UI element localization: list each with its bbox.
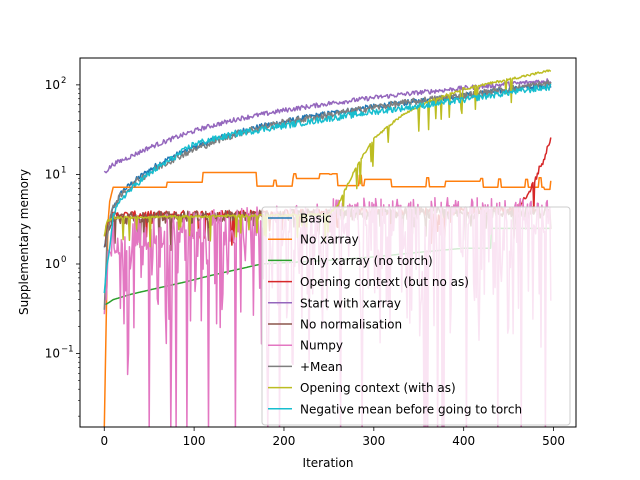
legend: Basic No xarray Only xarray (no torch) Open…	[261, 206, 571, 426]
axes-frame	[79, 57, 577, 428]
y-tick-exponent: 1	[61, 165, 66, 175]
x-tick-label: 400	[452, 434, 475, 448]
legend-entry-label: Only xarray (no torch)	[300, 254, 433, 268]
x-axis-label: Iteration	[303, 456, 354, 470]
y-tick-label: 10	[45, 78, 60, 92]
x-tick-label: 300	[362, 434, 385, 448]
y-tick-label: 10	[45, 347, 60, 361]
y-tick-label: 10	[45, 257, 60, 271]
y-tick-exponent: 2	[61, 76, 66, 86]
legend-entry-label: +Mean	[300, 360, 343, 374]
y-axis-label: Supplementary memory	[17, 169, 31, 315]
x-tick-label: 200	[273, 434, 296, 448]
series-line-2	[103, 171, 552, 427]
legend-entry-label: Numpy	[300, 339, 343, 353]
legend-box	[261, 206, 571, 426]
y-tick-exponent: −1	[61, 345, 74, 355]
y-tick-exponent: 0	[61, 255, 66, 265]
legend-entry-label: Opening context (with as)	[300, 381, 456, 395]
legend-entry-label: No xarray	[300, 233, 359, 247]
legend-entry-label: Basic	[300, 212, 332, 226]
legend-entry-label: Negative mean before going to torch	[300, 402, 522, 416]
legend-entry-label: Start with xarray	[300, 296, 401, 310]
x-tick-label: 500	[542, 434, 565, 448]
y-tick-label: 10	[45, 167, 60, 181]
x-tick-label: 100	[183, 434, 206, 448]
x-tick-label: 0	[100, 434, 108, 448]
legend-entry-label: No normalisation	[300, 318, 402, 332]
series-line-10	[103, 83, 552, 294]
legend-entry-label: Opening context (but no as)	[300, 275, 469, 289]
